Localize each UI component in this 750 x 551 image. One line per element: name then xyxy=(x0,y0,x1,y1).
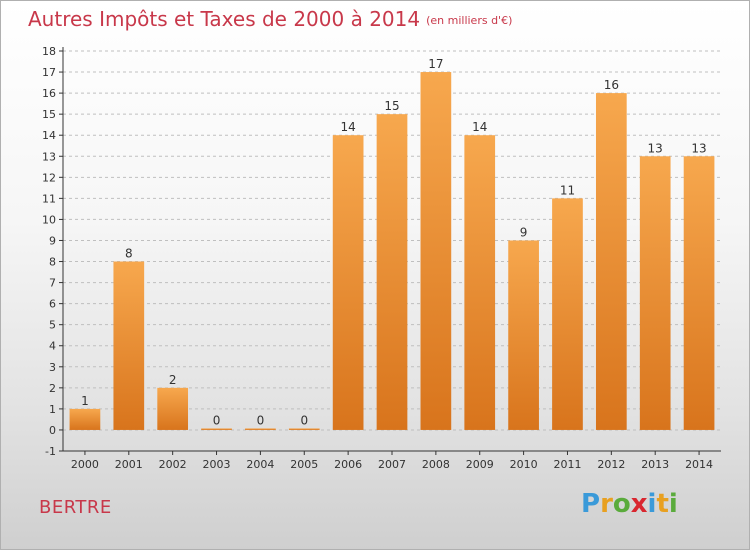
data-label-2001: 8 xyxy=(125,247,133,261)
x-tick-label: 2004 xyxy=(246,458,274,471)
bar-2009 xyxy=(464,135,496,430)
x-tick-labels: 2000 2001 2002 2003 2004 2005 2006 2007 2008 2009… xyxy=(71,451,713,471)
proxiti-logo: Proxiti xyxy=(581,489,678,519)
x-tick-label: 2003 xyxy=(203,458,231,471)
bar-2005 xyxy=(288,428,320,430)
x-tick-label: 2005 xyxy=(290,458,318,471)
bar-2001 xyxy=(113,261,145,430)
x-tick-label: 2002 xyxy=(159,458,187,471)
title-row: Autres Impôts et Taxes de 2000 à 2014 (en… xyxy=(28,7,512,31)
bar-2003 xyxy=(201,428,232,430)
x-tick-label: 2010 xyxy=(510,458,538,471)
y-tick-label: 17 xyxy=(42,66,56,79)
y-tick-label: 4 xyxy=(49,340,56,353)
data-label-2006: 14 xyxy=(340,120,355,134)
data-label-2000: 1 xyxy=(81,394,89,408)
x-tick-label: 2001 xyxy=(115,458,143,471)
data-label-2012: 16 xyxy=(604,78,619,92)
bar-2010 xyxy=(508,240,539,430)
logo-letter: r xyxy=(600,489,613,519)
data-label-2003: 0 xyxy=(213,413,221,427)
bar-2004 xyxy=(245,428,276,430)
chart-title: Autres Impôts et Taxes de 2000 à 2014 xyxy=(28,7,421,31)
y-tick-label: 10 xyxy=(42,213,56,226)
x-tick-label: 2014 xyxy=(685,458,713,471)
y-tick-label: 13 xyxy=(42,150,56,163)
x-tick-label: 2013 xyxy=(641,458,669,471)
x-tick-label: 2000 xyxy=(71,458,99,471)
data-label-2007: 15 xyxy=(384,99,399,113)
data-labels: 1 8 2 0 0 0 14 15 17 14 9 11 16 13 13 xyxy=(81,57,707,427)
y-tick-label: -1 xyxy=(45,445,56,458)
y-tick-label: 5 xyxy=(49,319,56,332)
y-tick-label: 2 xyxy=(49,382,56,395)
logo-letter: t xyxy=(656,489,669,519)
x-tick-label: 2011 xyxy=(553,458,581,471)
bar-2008 xyxy=(420,72,452,430)
chart-subtitle: (en milliers d'€) xyxy=(426,14,513,27)
bar-2014 xyxy=(683,156,715,430)
y-tick-label: 14 xyxy=(42,129,56,142)
data-label-2005: 0 xyxy=(300,413,308,427)
x-tick-label: 2009 xyxy=(466,458,494,471)
bar-2013 xyxy=(639,156,671,430)
logo-letter: x xyxy=(630,489,648,519)
x-tick-label: 2008 xyxy=(422,458,450,471)
logo-letter: P xyxy=(581,489,601,519)
logo-letter: i xyxy=(647,489,657,519)
y-tick-label: 16 xyxy=(42,87,56,100)
x-tick-label: 2006 xyxy=(334,458,362,471)
commune-name: BERTRE xyxy=(39,497,112,518)
bar-2000 xyxy=(69,408,101,430)
data-label-2013: 13 xyxy=(648,141,663,155)
data-label-2011: 11 xyxy=(560,183,575,197)
y-tick-label: 12 xyxy=(42,171,56,184)
y-tick-label: 6 xyxy=(49,298,56,311)
data-label-2014: 13 xyxy=(691,141,706,155)
data-label-2010: 9 xyxy=(520,225,528,239)
bar-2002 xyxy=(157,387,189,430)
data-label-2008: 17 xyxy=(428,57,443,71)
bar-2012 xyxy=(595,93,627,430)
y-tick-label: 3 xyxy=(49,361,56,374)
data-label-2009: 14 xyxy=(472,120,487,134)
y-tick-label: 9 xyxy=(49,234,56,247)
data-label-2004: 0 xyxy=(257,413,265,427)
y-tick-label: 8 xyxy=(49,256,56,269)
x-tick-label: 2012 xyxy=(597,458,625,471)
bar-2011 xyxy=(552,198,583,430)
y-tick-label: 18 xyxy=(42,45,56,58)
y-tick-label: 11 xyxy=(42,192,56,205)
y-tick-label: 7 xyxy=(49,277,56,290)
data-label-2002: 2 xyxy=(169,373,177,387)
x-tick-label: 2007 xyxy=(378,458,406,471)
logo-letter: i xyxy=(668,489,678,519)
y-tick-label: 0 xyxy=(49,424,56,437)
y-tick-label: 1 xyxy=(49,403,56,416)
bar-2007 xyxy=(376,114,408,430)
logo-letter: o xyxy=(612,489,631,519)
y-tick-label: 15 xyxy=(42,108,56,121)
bar-2006 xyxy=(332,135,364,430)
bars xyxy=(69,72,715,430)
